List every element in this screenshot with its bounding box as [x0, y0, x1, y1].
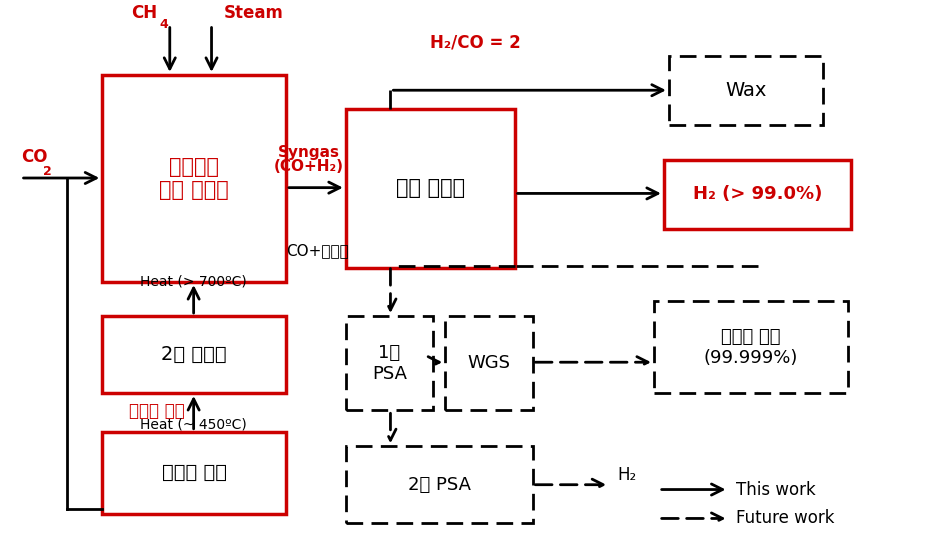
Text: Future work: Future work: [736, 509, 835, 527]
Text: 4: 4: [160, 18, 169, 32]
Text: 공정열 회수: 공정열 회수: [129, 402, 184, 420]
Text: This work: This work: [736, 481, 816, 498]
Text: 1차
PSA: 1차 PSA: [372, 344, 407, 382]
Text: 수소 분리막: 수소 분리막: [396, 178, 465, 198]
Text: Syngas: Syngas: [278, 145, 340, 160]
FancyBboxPatch shape: [654, 301, 848, 393]
Text: 2: 2: [43, 165, 51, 178]
Text: H₂/CO = 2: H₂/CO = 2: [430, 34, 521, 52]
Text: CH: CH: [130, 4, 156, 22]
Text: Wax: Wax: [725, 80, 766, 100]
Text: Steam: Steam: [223, 4, 283, 22]
Text: CO+불순물: CO+불순물: [286, 243, 349, 258]
FancyBboxPatch shape: [102, 75, 286, 282]
FancyBboxPatch shape: [664, 160, 851, 229]
Text: H₂ (> 99.0%): H₂ (> 99.0%): [693, 185, 822, 203]
Text: 혼합추출
촉매 반응기: 혼합추출 촉매 반응기: [159, 157, 229, 200]
Text: H₂: H₂: [617, 466, 637, 484]
Text: Heat (~ 450ºC): Heat (~ 450ºC): [141, 418, 247, 432]
FancyBboxPatch shape: [345, 446, 533, 523]
Text: WGS: WGS: [467, 354, 510, 372]
Text: 로터리 킬른: 로터리 킬른: [162, 463, 226, 482]
FancyBboxPatch shape: [102, 432, 286, 513]
Text: 2차 PSA: 2차 PSA: [408, 476, 471, 494]
FancyBboxPatch shape: [445, 316, 533, 411]
FancyBboxPatch shape: [345, 109, 515, 268]
FancyBboxPatch shape: [668, 56, 823, 125]
FancyBboxPatch shape: [102, 316, 286, 393]
Text: Heat (> 700ºC): Heat (> 700ºC): [141, 275, 247, 289]
Text: 2차 연소기: 2차 연소기: [161, 345, 227, 364]
Text: (CO+H₂): (CO+H₂): [274, 159, 344, 174]
FancyBboxPatch shape: [345, 316, 433, 411]
Text: 고순도 수소
(99.999%): 고순도 수소 (99.999%): [704, 328, 798, 367]
Text: CO: CO: [20, 148, 47, 166]
